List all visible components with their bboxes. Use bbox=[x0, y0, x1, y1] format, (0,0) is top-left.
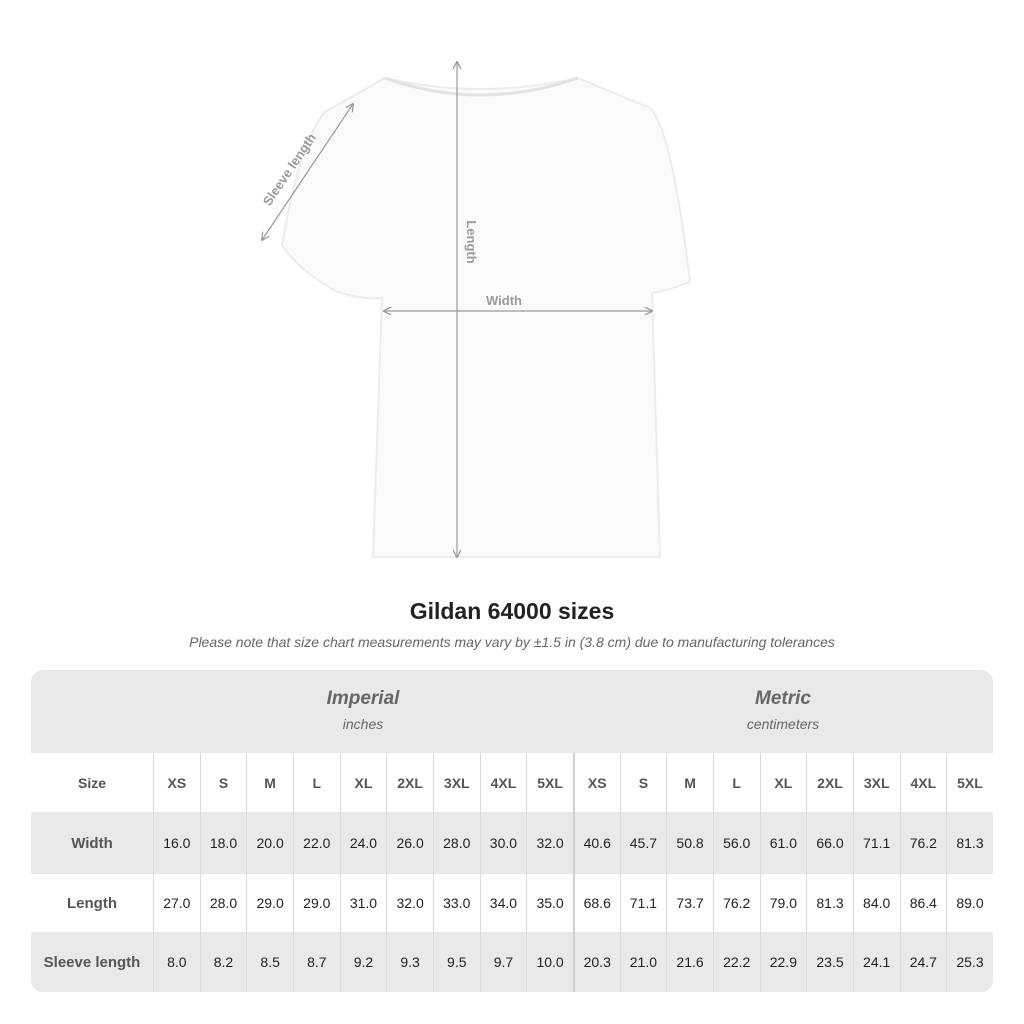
imperial-label: Imperial bbox=[326, 688, 400, 709]
table-row: Length 27.0 28.0 29.0 29.0 31.0 32.0 33.0 34.0 35… bbox=[31, 874, 993, 932]
metric-value-cell: 22.9 bbox=[759, 932, 807, 992]
metric-value-cell: 81.3 bbox=[946, 812, 993, 874]
table-row: Sleeve length 8.0 8.2 8.5 8.7 9.2 9.3 9.5 9.7 10.… bbox=[31, 932, 993, 992]
imperial-value-cell: 30.0 bbox=[479, 812, 527, 874]
imperial-value-cell: 27.0 bbox=[153, 874, 200, 932]
metric-size-header: S bbox=[619, 753, 667, 812]
metric-value-cell: 81.3 bbox=[806, 874, 853, 932]
imperial-size-header: S bbox=[199, 753, 247, 812]
imperial-size-header: L bbox=[292, 753, 340, 812]
metric-value-cell: 76.2 bbox=[899, 812, 947, 874]
imperial-value-cell: 9.2 bbox=[339, 932, 387, 992]
imperial-value-cell: 29.0 bbox=[246, 874, 293, 932]
imperial-size-header: 5XL bbox=[526, 753, 573, 812]
metric-size-header: XL bbox=[759, 753, 807, 812]
metric-value-cell: 40.6 bbox=[572, 812, 620, 874]
imperial-size-header: 2XL bbox=[386, 753, 433, 812]
metric-value-cell: 45.7 bbox=[619, 812, 667, 874]
metric-header: Metric centimeters bbox=[573, 670, 993, 753]
imperial-value-cell: 10.0 bbox=[526, 932, 573, 992]
imperial-unit: inches bbox=[342, 716, 384, 732]
tshirt-shape bbox=[280, 76, 692, 558]
metric-value-cell: 24.7 bbox=[899, 932, 947, 992]
metric-label: Metric bbox=[755, 688, 811, 709]
imperial-header: Imperial inches bbox=[153, 670, 573, 753]
metric-size-header: 2XL bbox=[806, 753, 853, 812]
tolerance-note: Please note that size chart measurements… bbox=[189, 634, 835, 650]
imperial-value-cell: 9.3 bbox=[386, 932, 433, 992]
metric-value-cell: 68.6 bbox=[572, 874, 620, 932]
metric-value-cell: 20.3 bbox=[572, 932, 620, 992]
metric-value-cell: 61.0 bbox=[759, 812, 807, 874]
metric-value-cell: 24.1 bbox=[852, 932, 900, 992]
imperial-value-cell: 16.0 bbox=[153, 812, 200, 874]
imperial-value-cell: 9.7 bbox=[479, 932, 527, 992]
metric-value-cell: 50.8 bbox=[666, 812, 713, 874]
sleeve-arrow bbox=[262, 104, 353, 240]
imperial-value-cell: 29.0 bbox=[292, 874, 340, 932]
imperial-size-header: XS bbox=[153, 753, 200, 812]
imperial-value-cell: 26.0 bbox=[386, 812, 433, 874]
imperial-value-cell: 20.0 bbox=[246, 812, 293, 874]
metric-value-cell: 89.0 bbox=[946, 874, 993, 932]
metric-value-cell: 23.5 bbox=[806, 932, 853, 992]
row-label: Sleeve length bbox=[43, 953, 141, 971]
metric-value-cell: 22.2 bbox=[712, 932, 760, 992]
imperial-value-cell: 8.5 bbox=[246, 932, 293, 992]
imperial-size-header: 4XL bbox=[479, 753, 527, 812]
metric-unit: centimeters bbox=[746, 716, 820, 732]
metric-value-cell: 84.0 bbox=[852, 874, 900, 932]
metric-value-cell: 71.1 bbox=[619, 874, 667, 932]
imperial-size-header: XL bbox=[339, 753, 387, 812]
metric-size-header: 5XL bbox=[946, 753, 993, 812]
metric-value-cell: 71.1 bbox=[852, 812, 900, 874]
row-label: Width bbox=[71, 834, 113, 852]
imperial-value-cell: 35.0 bbox=[526, 874, 573, 932]
width-label: Width bbox=[486, 293, 522, 308]
size-header-row: Size XS S M L XL 2XL 3XL 4XL 5XL XS S M L XL 2XL 3XL 4XL 5… bbox=[31, 753, 993, 812]
metric-size-header: XS bbox=[572, 753, 620, 812]
metric-value-cell: 21.0 bbox=[619, 932, 667, 992]
imperial-value-cell: 34.0 bbox=[479, 874, 527, 932]
length-label: Length bbox=[464, 220, 479, 263]
metric-size-header: 4XL bbox=[899, 753, 947, 812]
imperial-value-cell: 9.5 bbox=[432, 932, 480, 992]
metric-size-header: M bbox=[666, 753, 713, 812]
imperial-size-header: M bbox=[246, 753, 293, 812]
metric-value-cell: 25.3 bbox=[946, 932, 993, 992]
row-label: Length bbox=[67, 894, 117, 912]
imperial-value-cell: 32.0 bbox=[386, 874, 433, 932]
imperial-value-cell: 33.0 bbox=[432, 874, 480, 932]
size-table: Imperial inches Metric centimeters Size X… bbox=[31, 670, 993, 992]
imperial-value-cell: 22.0 bbox=[292, 812, 340, 874]
metric-value-cell: 79.0 bbox=[759, 874, 807, 932]
imperial-value-cell: 28.0 bbox=[199, 874, 247, 932]
metric-value-cell: 76.2 bbox=[712, 874, 760, 932]
metric-value-cell: 56.0 bbox=[712, 812, 760, 874]
imperial-value-cell: 32.0 bbox=[526, 812, 573, 874]
metric-size-header: L bbox=[712, 753, 760, 812]
imperial-size-header: 3XL bbox=[432, 753, 480, 812]
tshirt-diagram: Sleeve length Length Width bbox=[260, 0, 692, 558]
metric-value-cell: 86.4 bbox=[899, 874, 947, 932]
row-label: Size bbox=[77, 774, 106, 791]
metric-size-header: 3XL bbox=[852, 753, 900, 812]
imperial-value-cell: 31.0 bbox=[339, 874, 387, 932]
page-title: Gildan 64000 sizes bbox=[409, 598, 615, 624]
imperial-value-cell: 28.0 bbox=[432, 812, 480, 874]
metric-value-cell: 73.7 bbox=[666, 874, 713, 932]
table-row: Width 16.0 18.0 20.0 22.0 24.0 26.0 28.0 30.0 32.… bbox=[31, 812, 993, 874]
metric-value-cell: 66.0 bbox=[806, 812, 853, 874]
imperial-value-cell: 18.0 bbox=[199, 812, 247, 874]
metric-value-cell: 21.6 bbox=[666, 932, 713, 992]
imperial-value-cell: 24.0 bbox=[339, 812, 387, 874]
imperial-value-cell: 8.2 bbox=[199, 932, 247, 992]
imperial-value-cell: 8.0 bbox=[153, 932, 200, 992]
imperial-value-cell: 8.7 bbox=[292, 932, 340, 992]
